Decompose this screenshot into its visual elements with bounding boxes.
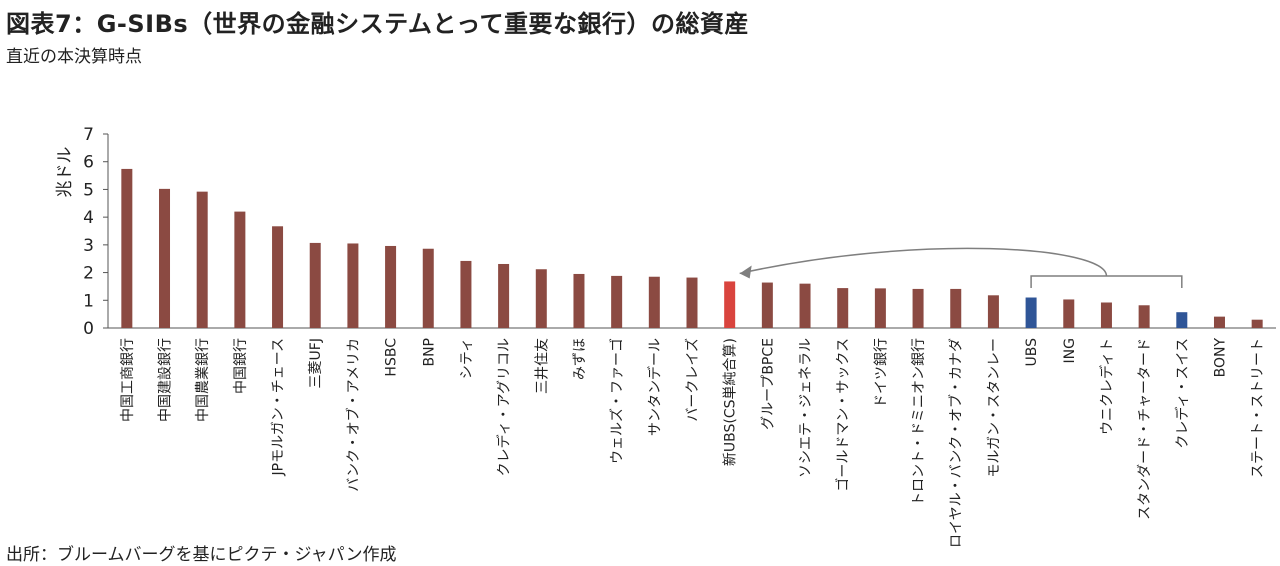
bar xyxy=(1138,305,1150,328)
chart-title: 図表7：G-SIBs（世界の金融システムとって重要な銀行）の総資産 xyxy=(6,10,750,38)
bars xyxy=(121,168,1263,328)
bar xyxy=(1100,302,1112,328)
x-tick-label: 新UBS(CS単純合算) xyxy=(723,338,739,466)
bar xyxy=(347,243,359,328)
x-tick-label: HSBC xyxy=(384,338,400,377)
x-tick-label: 中国銀行 xyxy=(233,338,249,394)
bar xyxy=(498,263,510,328)
x-tick-label: ゴールドマン・サックス xyxy=(835,338,852,492)
bar xyxy=(799,283,811,328)
bar xyxy=(1251,319,1263,328)
bar xyxy=(724,281,736,328)
bar xyxy=(1063,299,1075,328)
merge-annotation xyxy=(739,247,1183,288)
x-tick-label: ウェルズ・ファーゴ xyxy=(609,338,626,464)
bar xyxy=(159,188,171,328)
arrow-head xyxy=(739,265,752,279)
y-tick-label: 4 xyxy=(83,208,94,228)
x-tick-label: ステート・ストリート xyxy=(1250,338,1266,478)
x-tick-label: バンク・オブ・アメリカ xyxy=(345,338,362,492)
y-axis-label: 兆ドル xyxy=(55,147,75,198)
x-tick-label: ウニクレディト xyxy=(1098,338,1115,435)
bar xyxy=(460,260,472,328)
bar xyxy=(837,288,849,328)
bar xyxy=(950,288,962,328)
x-tick-label: バークレイズ xyxy=(685,338,701,422)
x-tick-label: モルガン・スタンレー xyxy=(986,338,1002,478)
chart-subtitle: 直近の本決算時点 xyxy=(6,47,142,67)
y-tick-label: 3 xyxy=(83,236,94,256)
bar xyxy=(422,248,434,328)
x-tick-label: ソシエテ・ジェネラル xyxy=(798,338,814,478)
bar xyxy=(1176,312,1188,328)
bar xyxy=(535,269,547,328)
x-tick-label: 中国農業銀行 xyxy=(195,338,211,422)
bar xyxy=(385,245,397,328)
x-tick-label: ロイヤル・バンク・オブ・カナダ xyxy=(948,338,965,548)
bar xyxy=(196,191,208,328)
merge-bracket xyxy=(1030,275,1183,288)
bar xyxy=(1213,316,1225,328)
bar xyxy=(648,276,660,328)
y-tick-label: 2 xyxy=(83,264,94,284)
x-tick-label: UBS xyxy=(1024,338,1040,367)
y-tick-label: 0 xyxy=(83,319,94,339)
x-tick-label: JPモルガン・チェース xyxy=(271,338,287,476)
x-tick-label: サンタンデール xyxy=(646,338,663,436)
x-tick-label: スタンダード・チャータード xyxy=(1137,338,1153,520)
bar xyxy=(1025,297,1037,328)
bar xyxy=(272,226,284,328)
y-tick-label: 7 xyxy=(83,125,94,145)
y-tick-label: 6 xyxy=(83,153,94,173)
bar xyxy=(611,275,623,328)
x-tick-label: 三菱UFJ xyxy=(308,338,324,388)
x-tick-label: トロント・ドミニオン銀行 xyxy=(911,338,927,506)
x-tick-label: クレディ・アグリコル xyxy=(496,338,513,476)
y-axis: 0 1 2 3 4 5 6 7 xyxy=(83,125,1276,339)
bar xyxy=(686,277,698,328)
source-note: 出所：ブルームバーグを基にピクテ・ジャパン作成 xyxy=(6,545,397,565)
x-tick-label: 中国工商銀行 xyxy=(120,338,136,422)
x-tick-label: ドイツ銀行 xyxy=(873,338,889,408)
bar xyxy=(987,295,999,328)
x-tick-label: BONY xyxy=(1212,338,1228,378)
x-tick-label: グループBPCE xyxy=(760,338,776,430)
bar xyxy=(874,288,886,328)
x-tick-label: みずほ xyxy=(572,338,588,380)
x-tick-label: BNP xyxy=(421,338,437,367)
bar xyxy=(234,211,246,328)
merge-arrow xyxy=(739,247,1108,277)
x-tick-label: 中国建設銀行 xyxy=(158,338,174,422)
bar xyxy=(761,282,773,328)
x-tick-label: クレディ・スイス xyxy=(1174,338,1191,449)
y-tick-label: 1 xyxy=(83,291,94,311)
bar xyxy=(121,168,133,328)
x-tick-label: 三井住友 xyxy=(534,338,550,394)
x-tick-label: ING xyxy=(1062,338,1078,363)
bar xyxy=(309,242,321,328)
y-tick-label: 5 xyxy=(83,180,94,200)
bar xyxy=(573,273,585,328)
x-axis-labels: 中国工商銀行 中国建設銀行 中国農業銀行 中国銀行 JPモルガン・チェース 三菱UFJ バン… xyxy=(120,338,1266,548)
bar xyxy=(912,288,924,328)
x-tick-label: シティ xyxy=(459,338,475,379)
